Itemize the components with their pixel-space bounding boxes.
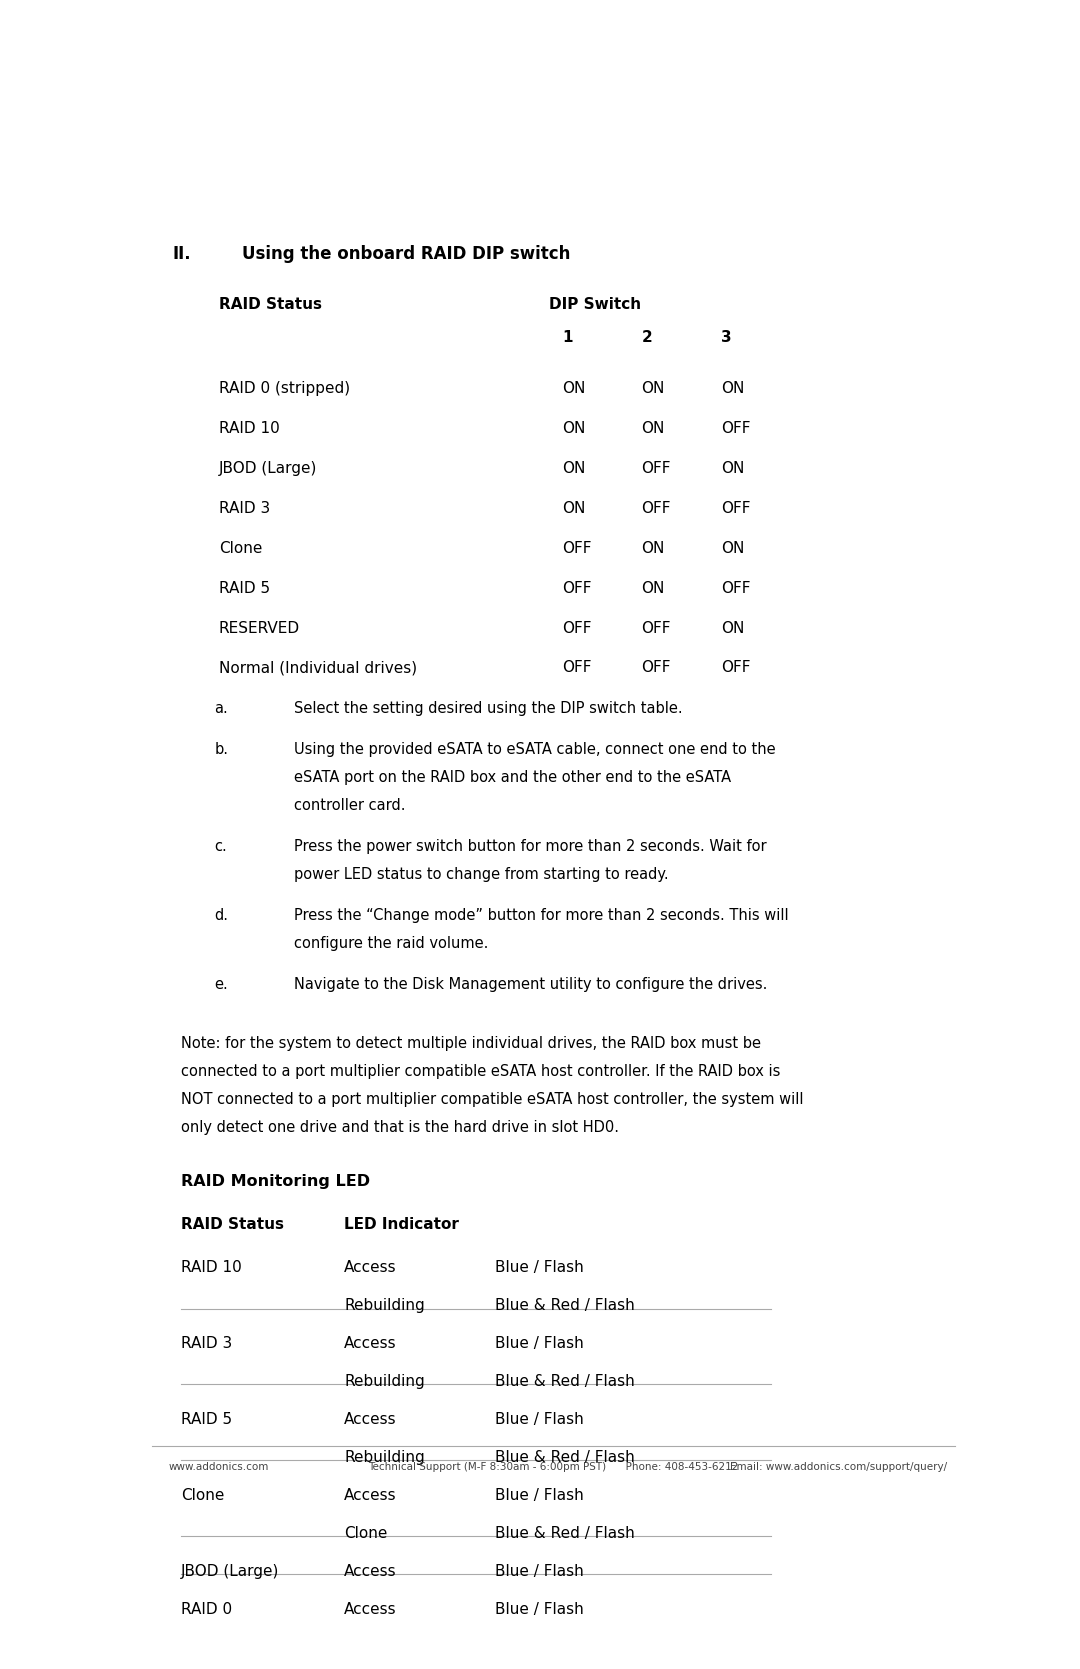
Text: b.: b. — [215, 743, 229, 758]
Text: OFF: OFF — [721, 661, 751, 676]
Text: Blue / Flash: Blue / Flash — [495, 1260, 583, 1275]
Text: RAID Status: RAID Status — [218, 297, 322, 312]
Text: Note: for the system to detect multiple individual drives, the RAID box must be: Note: for the system to detect multiple … — [181, 1036, 761, 1051]
Text: Select the setting desired using the DIP switch table.: Select the setting desired using the DIP… — [294, 701, 683, 716]
Text: RAID 5: RAID 5 — [218, 581, 270, 596]
Text: ON: ON — [721, 461, 744, 476]
Text: ON: ON — [721, 382, 744, 397]
Text: DIP Switch: DIP Switch — [550, 297, 642, 312]
Text: Blue / Flash: Blue / Flash — [495, 1602, 583, 1617]
Text: ON: ON — [642, 382, 665, 397]
Text: configure the raid volume.: configure the raid volume. — [294, 936, 488, 951]
Text: Blue & Red / Flash: Blue & Red / Flash — [495, 1525, 635, 1540]
Text: controller card.: controller card. — [294, 798, 405, 813]
Text: Using the onboard RAID DIP switch: Using the onboard RAID DIP switch — [242, 245, 570, 264]
Text: www.addonics.com: www.addonics.com — [168, 1462, 269, 1472]
Text: RAID 10: RAID 10 — [218, 421, 280, 436]
Text: JBOD (Large): JBOD (Large) — [218, 461, 318, 476]
Text: ON: ON — [642, 421, 665, 436]
Text: d.: d. — [215, 908, 229, 923]
Text: OFF: OFF — [562, 661, 592, 676]
Text: Blue & Red / Flash: Blue & Red / Flash — [495, 1450, 635, 1465]
Text: OFF: OFF — [562, 541, 592, 556]
Text: RAID 3: RAID 3 — [218, 501, 270, 516]
Text: power LED status to change from starting to ready.: power LED status to change from starting… — [294, 868, 669, 883]
Text: ON: ON — [562, 421, 585, 436]
Text: Press the “Change mode” button for more than 2 seconds. This will: Press the “Change mode” button for more … — [294, 908, 788, 923]
Text: Using the provided eSATA to eSATA cable, connect one end to the: Using the provided eSATA to eSATA cable,… — [294, 743, 775, 758]
Text: Access: Access — [345, 1337, 396, 1352]
Text: OFF: OFF — [642, 461, 671, 476]
Text: only detect one drive and that is the hard drive in slot HD0.: only detect one drive and that is the ha… — [181, 1120, 619, 1135]
Text: II.: II. — [173, 245, 191, 264]
Text: Access: Access — [345, 1487, 396, 1502]
Text: ON: ON — [562, 501, 585, 516]
Text: Rebuilding: Rebuilding — [345, 1450, 426, 1465]
Text: ON: ON — [562, 461, 585, 476]
Text: Press the power switch button for more than 2 seconds. Wait for: Press the power switch button for more t… — [294, 840, 767, 855]
Text: Email: www.addonics.com/support/query/: Email: www.addonics.com/support/query/ — [730, 1462, 947, 1472]
Text: a.: a. — [215, 701, 228, 716]
Text: Access: Access — [345, 1412, 396, 1427]
Text: Rebuilding: Rebuilding — [345, 1298, 426, 1314]
Text: OFF: OFF — [642, 501, 671, 516]
Text: OFF: OFF — [642, 661, 671, 676]
Text: eSATA port on the RAID box and the other end to the eSATA: eSATA port on the RAID box and the other… — [294, 771, 731, 786]
Text: OFF: OFF — [721, 421, 751, 436]
Text: Clone: Clone — [218, 541, 262, 556]
Text: Clone: Clone — [181, 1487, 225, 1502]
Text: RAID 10: RAID 10 — [181, 1260, 242, 1275]
Text: ON: ON — [642, 541, 665, 556]
Text: OFF: OFF — [721, 581, 751, 596]
Text: connected to a port multiplier compatible eSATA host controller. If the RAID box: connected to a port multiplier compatibl… — [181, 1063, 781, 1078]
Text: JBOD (Large): JBOD (Large) — [181, 1564, 280, 1579]
Text: Clone: Clone — [345, 1525, 388, 1540]
Text: Navigate to the Disk Management utility to configure the drives.: Navigate to the Disk Management utility … — [294, 976, 768, 991]
Text: Blue / Flash: Blue / Flash — [495, 1412, 583, 1427]
Text: ON: ON — [721, 621, 744, 636]
Text: Access: Access — [345, 1260, 396, 1275]
Text: c.: c. — [215, 840, 227, 855]
Text: RAID 5: RAID 5 — [181, 1412, 232, 1427]
Text: RAID Monitoring LED: RAID Monitoring LED — [181, 1173, 370, 1188]
Text: Blue / Flash: Blue / Flash — [495, 1564, 583, 1579]
Text: 1: 1 — [562, 330, 572, 345]
Text: LED Indicator: LED Indicator — [345, 1217, 459, 1232]
Text: OFF: OFF — [562, 621, 592, 636]
Text: Technical Support (M-F 8:30am - 6:00pm PST)      Phone: 408-453-6212: Technical Support (M-F 8:30am - 6:00pm P… — [368, 1462, 739, 1472]
Text: OFF: OFF — [562, 581, 592, 596]
Text: Rebuilding: Rebuilding — [345, 1374, 426, 1389]
Text: 3: 3 — [721, 330, 731, 345]
Text: 2: 2 — [642, 330, 652, 345]
Text: RESERVED: RESERVED — [218, 621, 300, 636]
Text: ON: ON — [642, 581, 665, 596]
Text: e.: e. — [215, 976, 228, 991]
Text: ON: ON — [562, 382, 585, 397]
Text: Blue & Red / Flash: Blue & Red / Flash — [495, 1298, 635, 1314]
Text: NOT connected to a port multiplier compatible eSATA host controller, the system : NOT connected to a port multiplier compa… — [181, 1092, 804, 1107]
Text: OFF: OFF — [721, 501, 751, 516]
Text: RAID Status: RAID Status — [181, 1217, 284, 1232]
Text: RAID 0: RAID 0 — [181, 1602, 232, 1617]
Text: OFF: OFF — [642, 621, 671, 636]
Text: RAID 3: RAID 3 — [181, 1337, 232, 1352]
Text: Blue / Flash: Blue / Flash — [495, 1337, 583, 1352]
Text: RAID 0 (stripped): RAID 0 (stripped) — [218, 382, 350, 397]
Text: Access: Access — [345, 1564, 396, 1579]
Text: Access: Access — [345, 1602, 396, 1617]
Text: Blue & Red / Flash: Blue & Red / Flash — [495, 1374, 635, 1389]
Text: Normal (Individual drives): Normal (Individual drives) — [218, 661, 417, 676]
Text: ON: ON — [721, 541, 744, 556]
Text: Blue / Flash: Blue / Flash — [495, 1487, 583, 1502]
